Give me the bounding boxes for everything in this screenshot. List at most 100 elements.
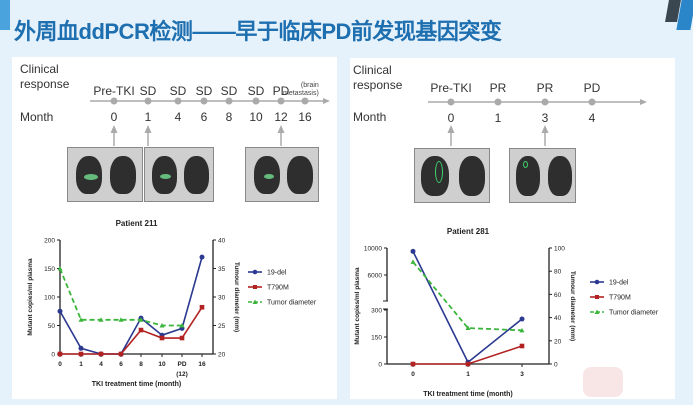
data-point — [57, 308, 63, 314]
month-value: 0 — [448, 111, 455, 125]
slide-title: 外周血ddPCR检测——早于临床PD前发现基因突变 — [14, 19, 502, 44]
y-tick-label: 150 — [371, 335, 382, 342]
legend-marker — [252, 269, 258, 275]
timeline-dot — [252, 97, 260, 105]
y-tick-label: 50 — [48, 323, 56, 330]
y-tick-label: 6000 — [368, 273, 383, 280]
y2-tick-label: 80 — [554, 269, 562, 276]
legend-marker — [594, 279, 600, 285]
clinical-response-label: Clinical response — [20, 62, 70, 91]
ct-scan-image — [245, 147, 319, 202]
timeline-dot — [144, 97, 152, 105]
series-line-tumor-diameter — [59, 268, 182, 327]
clinical-response-value: SD — [248, 84, 265, 98]
timeline-dot — [200, 97, 208, 105]
data-point — [519, 327, 525, 333]
x-tick-label: PD — [177, 361, 186, 368]
x-tick-label: 3 — [520, 371, 524, 378]
chart-title: Patient 281 — [447, 227, 490, 236]
y-tick-label: 300 — [371, 308, 382, 315]
y-tick-label: 10000 — [364, 246, 382, 253]
month-value: 6 — [201, 110, 208, 124]
data-point — [98, 317, 104, 322]
series-line-tumor-diameter — [412, 261, 523, 332]
month-value: 1 — [145, 110, 152, 124]
data-point — [78, 317, 84, 322]
month-value: 3 — [542, 111, 549, 125]
data-point — [138, 317, 144, 322]
y-tick-label: 200 — [44, 238, 55, 245]
timeline-dot — [225, 97, 233, 105]
patient-211-panel — [12, 57, 337, 399]
ct-pointer-arrowhead — [110, 125, 118, 133]
clinical-response-value: Pre-TKI — [93, 84, 134, 98]
watermark-logo — [583, 367, 623, 397]
timeline-dot — [447, 98, 455, 106]
data-point — [465, 361, 471, 367]
clinical-response-label: Clinical response — [353, 63, 403, 92]
chart-title: Patient 211 — [116, 219, 158, 228]
data-point — [410, 248, 416, 254]
y2-tick-label: 100 — [554, 246, 565, 253]
data-point — [78, 351, 84, 357]
x-tick-label: 10 — [158, 361, 166, 368]
data-point — [179, 323, 185, 328]
timeline-dot — [110, 97, 118, 105]
timeline-dot — [588, 98, 596, 106]
legend-label: 19-del — [267, 270, 287, 277]
x-tick-label: 1 — [466, 371, 470, 378]
legend-label: Tumor diameter — [609, 310, 659, 317]
data-point — [199, 304, 205, 310]
month-value: 10 — [249, 110, 263, 124]
y2-tick-label: 40 — [218, 238, 226, 245]
legend-label: 19-del — [609, 280, 629, 287]
pd-note: (brain metastasis) — [283, 82, 319, 97]
y2-axis-label: Tumour diameter (mm) — [569, 271, 576, 341]
clinical-response-value: PR — [490, 81, 507, 95]
clinical-response-value: SD — [170, 84, 187, 98]
timeline-dot — [174, 97, 182, 105]
x-axis-label: TKI treatment time (month) — [92, 381, 181, 388]
data-point — [57, 266, 63, 271]
x-tick-label: 1 — [79, 361, 83, 368]
data-point — [118, 351, 124, 357]
x-axis-label: TKI treatment time (month) — [423, 391, 512, 398]
clinical-response-value: SD — [196, 84, 213, 98]
data-point — [465, 325, 471, 331]
data-point — [159, 323, 165, 328]
y-tick-label: 0 — [51, 352, 55, 359]
ct-pointer-arrowhead — [541, 125, 549, 133]
ct-scan-image — [67, 147, 143, 202]
y2-axis-label: Tumour diameter (mm) — [233, 262, 240, 332]
ct-scan-image — [509, 148, 576, 203]
month-value: 16 — [298, 110, 312, 124]
data-point — [179, 335, 185, 341]
x-tick-label: 0 — [411, 371, 415, 378]
y2-tick-label: 60 — [554, 292, 562, 299]
timeline-dot — [541, 98, 549, 106]
month-label: Month — [353, 110, 387, 124]
patient-281-panel — [350, 58, 675, 399]
legend-marker — [253, 285, 257, 289]
y-tick-label: 0 — [378, 362, 382, 369]
month-label: Month — [20, 110, 54, 124]
data-point — [410, 361, 416, 367]
data-point — [410, 259, 416, 264]
x-tick-label: 0 — [58, 361, 62, 368]
legend-marker — [594, 309, 600, 314]
data-point — [57, 351, 63, 357]
y2-tick-label: 25 — [218, 323, 226, 330]
timeline-dot — [301, 97, 309, 105]
data-point — [138, 327, 144, 333]
timeline-arrowhead — [640, 99, 647, 105]
decor-bar — [0, 0, 10, 30]
series-line-t790m — [60, 306, 203, 355]
data-point — [519, 316, 525, 322]
timeline-dot — [494, 98, 502, 106]
y2-tick-label: 20 — [218, 352, 226, 359]
data-point — [98, 351, 104, 357]
month-value: 12 — [274, 110, 288, 124]
ct-scan-image — [144, 147, 214, 202]
y2-tick-label: 40 — [554, 315, 562, 322]
